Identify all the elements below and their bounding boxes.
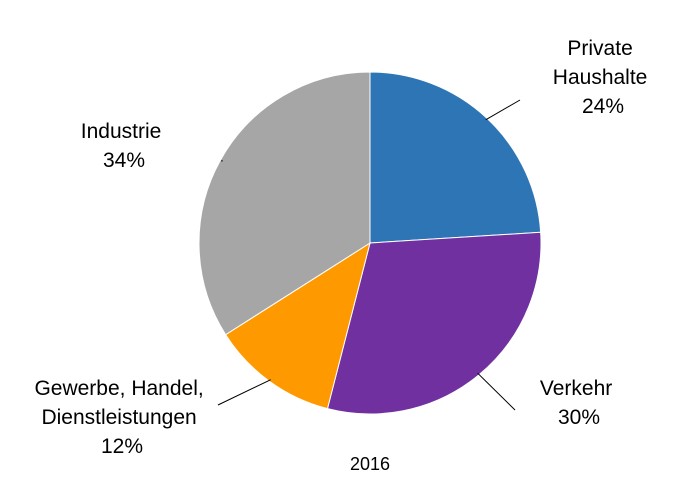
leader-line-private-haushalte bbox=[485, 99, 521, 121]
label-gewerbe-handel-dienstleistungen: Gewerbe, Handel, Dienstleistungen 12% bbox=[34, 377, 209, 458]
label-private-haushalte: Private Haushalte 24% bbox=[553, 37, 653, 118]
leader-lines bbox=[217, 99, 521, 411]
label-industrie-line-1: Industrie bbox=[81, 120, 162, 143]
label-private-haushalte-line-1: Private bbox=[567, 37, 632, 60]
label-industrie: Industrie 34% bbox=[81, 120, 167, 172]
slice-gewerbe-handel-dienstleistungen bbox=[224, 241, 371, 410]
pie-slices bbox=[198, 71, 542, 415]
label-private-haushalte-line-2: Haushalte bbox=[553, 66, 648, 89]
slice-private-haushalte bbox=[369, 71, 542, 244]
chart-title-year: 2016 bbox=[350, 454, 390, 474]
slice-industrie bbox=[198, 71, 371, 336]
label-gewerbe-line-1: Gewerbe, Handel, bbox=[34, 377, 203, 400]
label-verkehr-percent: 30% bbox=[558, 406, 600, 429]
label-verkehr-line-1: Verkehr bbox=[540, 377, 612, 400]
leader-line-verkehr bbox=[477, 372, 516, 411]
leader-line-gewerbe-handel-dienstleistungen bbox=[217, 379, 271, 406]
label-verkehr: Verkehr 30% bbox=[540, 377, 618, 429]
label-industrie-percent: 34% bbox=[103, 149, 145, 172]
label-gewerbe-percent: 12% bbox=[101, 435, 143, 458]
label-gewerbe-line-2: Dienstleistungen bbox=[41, 406, 196, 429]
label-private-haushalte-percent: 24% bbox=[582, 95, 624, 118]
